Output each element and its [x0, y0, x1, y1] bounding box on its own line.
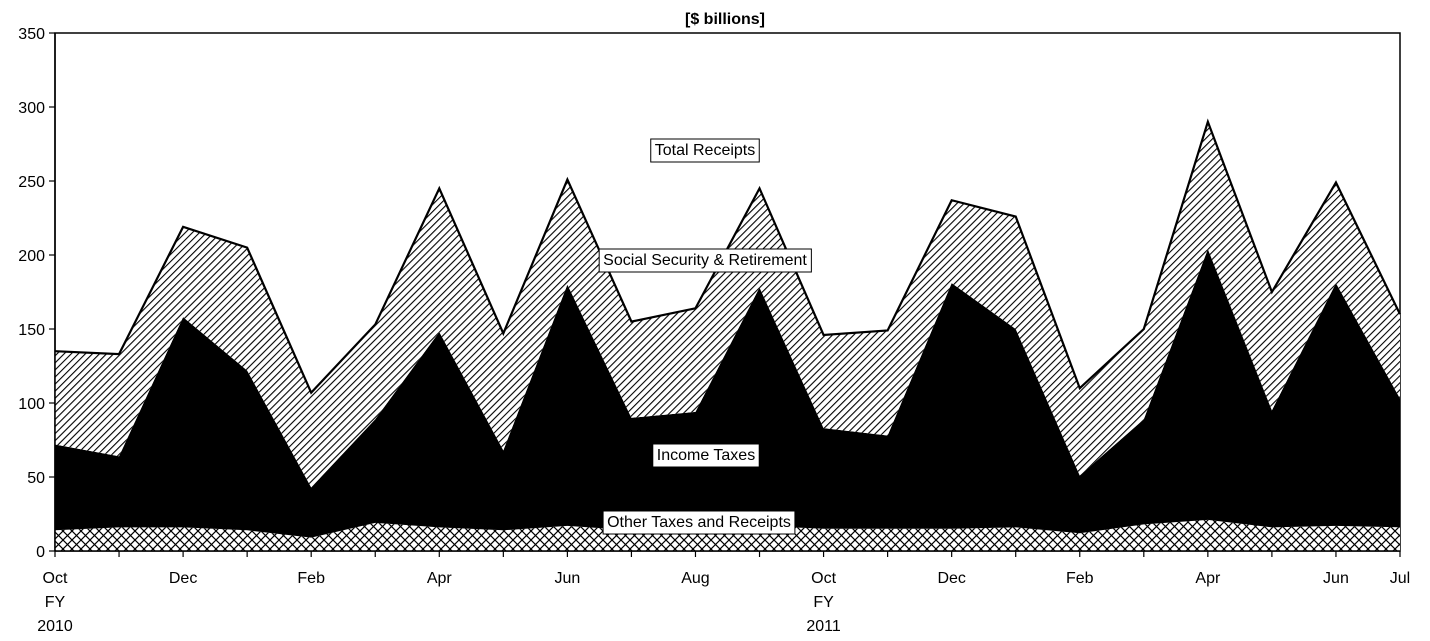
income-taxes-area	[55, 249, 1400, 538]
social-security-label: Social Security & Retirement	[598, 248, 812, 273]
x-tick-label: Feb	[297, 570, 325, 587]
y-tick-label: 250	[18, 174, 45, 191]
svg-text:Income Taxes: Income Taxes	[657, 447, 755, 464]
annotations: Total Receipts Social Security & Retireme…	[598, 138, 812, 535]
x-tick-label: Jun	[1323, 570, 1349, 587]
y-tick-label: 350	[18, 26, 45, 43]
y-tick-label: 150	[18, 322, 45, 339]
x-tick-label: Jul	[1390, 570, 1410, 587]
x-axis: Oct FY 2010 Dec Feb Apr Jun Aug Oct FY 2011 Dec Feb A…	[37, 550, 1410, 635]
other-taxes-label: Other Taxes and Receipts	[602, 510, 796, 535]
total-receipts-line	[54, 118, 1401, 395]
total-receipts-label: Total Receipts	[650, 138, 760, 163]
other-taxes-area	[55, 519, 1400, 551]
y-tick-label: 0	[36, 544, 45, 561]
svg-text:Other Taxes and Receipts: Other Taxes and Receipts	[607, 514, 791, 531]
x-tick-label: Oct FY 2011	[806, 570, 841, 635]
x-tick-label: Apr	[427, 570, 453, 587]
y-tick-label: 200	[18, 248, 45, 265]
social-security-area	[55, 121, 1400, 488]
x-tick-label: Dec	[169, 570, 197, 587]
chart-title: [$ billions]	[685, 11, 765, 28]
y-tick-label: 100	[18, 396, 45, 413]
svg-text:Total Receipts: Total Receipts	[655, 142, 756, 159]
x-tick-label: Jun	[554, 570, 580, 587]
x-tick-label: Dec	[937, 570, 965, 587]
x-tick-label: Apr	[1195, 570, 1221, 587]
income-taxes-label: Income Taxes	[652, 443, 760, 468]
y-axis: 0 50 100 150 200 250 300 350	[18, 26, 56, 561]
svg-text:Social Security & Retirement: Social Security & Retirement	[603, 252, 807, 269]
x-tick-label: Oct FY 2010	[37, 570, 73, 635]
x-tick-label: Aug	[681, 570, 709, 587]
y-tick-label: 300	[18, 100, 45, 117]
area-layers	[54, 118, 1401, 551]
x-tick-label: Feb	[1066, 570, 1094, 587]
y-tick-label: 50	[27, 470, 45, 487]
